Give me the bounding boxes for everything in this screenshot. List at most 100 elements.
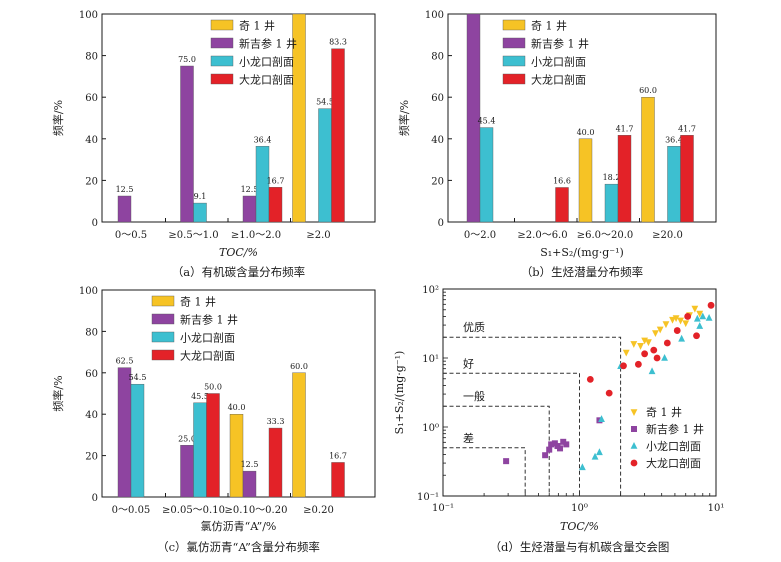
y-tick-label: 10⁻¹ (417, 492, 439, 503)
scatter-point (650, 346, 658, 354)
bar (117, 195, 132, 223)
y-axis-label: 频率/% (397, 100, 411, 136)
bar (180, 65, 194, 223)
data-label: 16.6 (553, 176, 571, 185)
legend-label: 大龙口剖面 (180, 349, 235, 363)
bar (268, 427, 283, 498)
x-tick-label: 0～2.0 (464, 230, 496, 241)
data-label: 33.3 (267, 417, 285, 426)
x-tick-label: 10⁰ (571, 503, 588, 514)
x-tick-label: ≥20.0 (652, 230, 683, 241)
scatter-point (620, 362, 627, 370)
x-axis-label: 氯仿沥青“A”/% (201, 519, 277, 533)
y-tick-label: 80 (431, 52, 444, 63)
legend-label: 奇 1 井 (531, 19, 567, 33)
scatter-point (661, 354, 668, 361)
bar (242, 195, 257, 223)
legend-swatch (502, 19, 526, 31)
scatter-point (546, 446, 553, 453)
bar (680, 135, 694, 223)
x-tick-label: ≥0.20 (303, 505, 334, 516)
legend-label: 新吉参 1 井 (180, 313, 238, 327)
legend-label: 新吉参 1 井 (239, 37, 297, 51)
bar (206, 393, 220, 498)
legend-swatch (502, 37, 526, 49)
scatter-point (542, 452, 549, 459)
bar (331, 48, 345, 223)
legend-label: 奇 1 井 (239, 19, 275, 33)
y-tick-label: 40 (85, 410, 98, 421)
zone-boundary (443, 372, 580, 496)
x-tick-label: 10¹ (708, 503, 725, 514)
scatter-point (693, 332, 700, 340)
x-tick-label: ≥1.0～2.0 (231, 230, 281, 241)
data-label: 36.4 (665, 135, 683, 144)
data-label: 45.5 (191, 392, 209, 401)
scatter-point (596, 448, 603, 456)
legend-marker (630, 442, 638, 449)
scatter-point (653, 354, 661, 362)
zone-label: 差 (463, 431, 474, 445)
x-tick-label: ≥2.0～6.0 (517, 230, 567, 241)
legend-label: 小龙口剖面 (239, 55, 294, 69)
data-label: 12.5 (116, 185, 134, 194)
legend-swatch (210, 55, 234, 67)
x-tick-label: 0～0.5 (115, 230, 147, 241)
data-label: 16.7 (329, 451, 347, 460)
data-label: 25.0 (178, 434, 196, 443)
x-tick-label: ≥2.0 (306, 230, 330, 241)
bar (331, 462, 345, 498)
y-tick-label: 10² (422, 285, 439, 296)
scatter-point (684, 313, 692, 320)
scatter-point (630, 341, 638, 348)
bar (292, 372, 306, 498)
data-label: 36.4 (254, 135, 272, 144)
legend-label: 奇 1 井 (646, 405, 682, 419)
y-tick-label: 0 (92, 493, 98, 504)
bar (292, 13, 306, 223)
scatter-point (548, 441, 555, 448)
legend-label: 小龙口剖面 (531, 55, 586, 69)
data-label: 41.7 (678, 124, 696, 133)
data-label: 62.5 (116, 357, 134, 366)
scatter-point (641, 337, 649, 345)
y-tick-label: 100 (425, 10, 444, 21)
legend-swatch (151, 313, 175, 325)
y-axis-label: 频率/% (51, 100, 65, 136)
scatter-point (503, 458, 510, 465)
scatter-point (563, 441, 570, 448)
panel-caption: （c）氯仿沥青“A”含量分布频率 (157, 540, 320, 554)
y-tick-label: 80 (85, 52, 98, 63)
scatter-point (672, 315, 680, 322)
data-label: 50.0 (204, 383, 222, 392)
legend-swatch (151, 295, 175, 307)
x-axis-label: TOC/% (219, 246, 258, 259)
legend-marker (630, 409, 638, 416)
scatter-point (677, 317, 684, 325)
bar (255, 146, 270, 223)
legend-marker (631, 426, 637, 432)
bar (318, 108, 332, 223)
bar (641, 96, 655, 223)
data-label: 40.0 (577, 128, 595, 137)
bar (229, 414, 244, 498)
y-axis-label: 频率/% (51, 375, 65, 411)
data-label: 16.7 (267, 176, 285, 185)
y-tick-label: 20 (85, 452, 98, 463)
scatter-point (641, 350, 649, 358)
zone-label: 好 (463, 356, 474, 370)
y-tick-label: 100 (79, 286, 98, 297)
data-label: 9.1 (194, 192, 207, 201)
legend-swatch (151, 331, 175, 343)
y-tick-label: 10¹ (422, 354, 439, 365)
scatter-point (622, 349, 630, 357)
y-tick-label: 60 (85, 93, 98, 104)
x-tick-label: 10⁻¹ (432, 503, 454, 514)
legend-label: 小龙口剖面 (180, 331, 235, 345)
bar (242, 470, 257, 498)
scatter-point (648, 367, 656, 375)
data-label: 75.0 (178, 55, 196, 64)
data-label: 60.0 (639, 86, 657, 95)
panel-caption: （d）生烃潜量与有机碳含量交会图 (490, 540, 670, 554)
